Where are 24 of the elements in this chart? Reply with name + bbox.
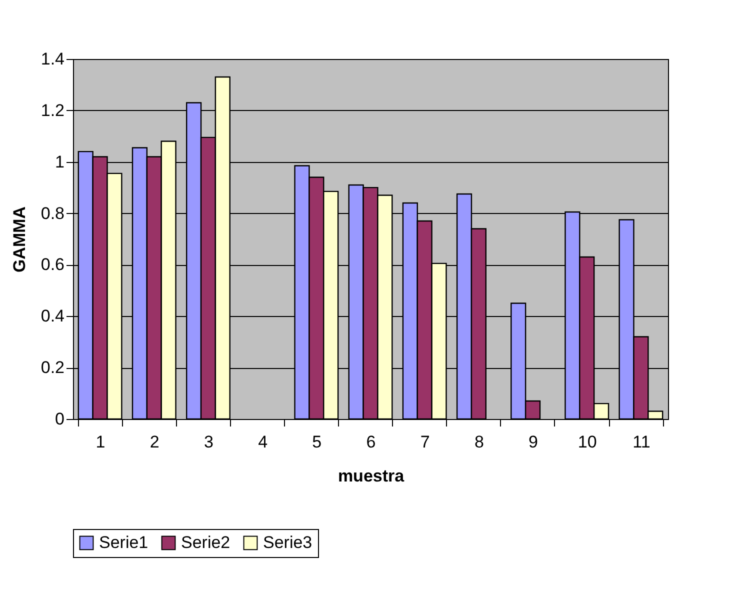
x-tick-label: 10 bbox=[578, 432, 597, 452]
legend-label: Serie1 bbox=[99, 532, 148, 552]
y-tick-label: 0 bbox=[55, 410, 64, 428]
x-tick-label: 7 bbox=[420, 432, 430, 452]
legend-label: Serie3 bbox=[263, 532, 312, 552]
legend-label: Serie2 bbox=[181, 532, 230, 552]
y-tick-label: 1.2 bbox=[40, 100, 64, 120]
y-tick-label: 0.8 bbox=[40, 204, 64, 223]
x-axis-title: muestra bbox=[338, 466, 405, 486]
x-tick-label: 5 bbox=[312, 432, 322, 452]
x-tick-label: 1 bbox=[96, 432, 106, 452]
x-tick-label: 11 bbox=[632, 432, 650, 452]
x-tick-label: 9 bbox=[528, 432, 538, 452]
y-axis-title: GAMMA bbox=[10, 206, 29, 273]
x-tick-label: 2 bbox=[150, 432, 160, 452]
x-tick-label: 6 bbox=[366, 432, 376, 452]
y-tick-label: 0.4 bbox=[40, 306, 64, 326]
y-tick-label: 0.2 bbox=[40, 358, 64, 378]
y-tick-label: 1.4 bbox=[40, 50, 64, 68]
x-tick-label: 8 bbox=[474, 432, 484, 452]
x-tick-label: 3 bbox=[204, 432, 214, 452]
x-tick-label: 4 bbox=[258, 432, 268, 452]
y-tick-label: 1 bbox=[55, 152, 64, 172]
y-tick-label: 0.6 bbox=[40, 255, 64, 274]
